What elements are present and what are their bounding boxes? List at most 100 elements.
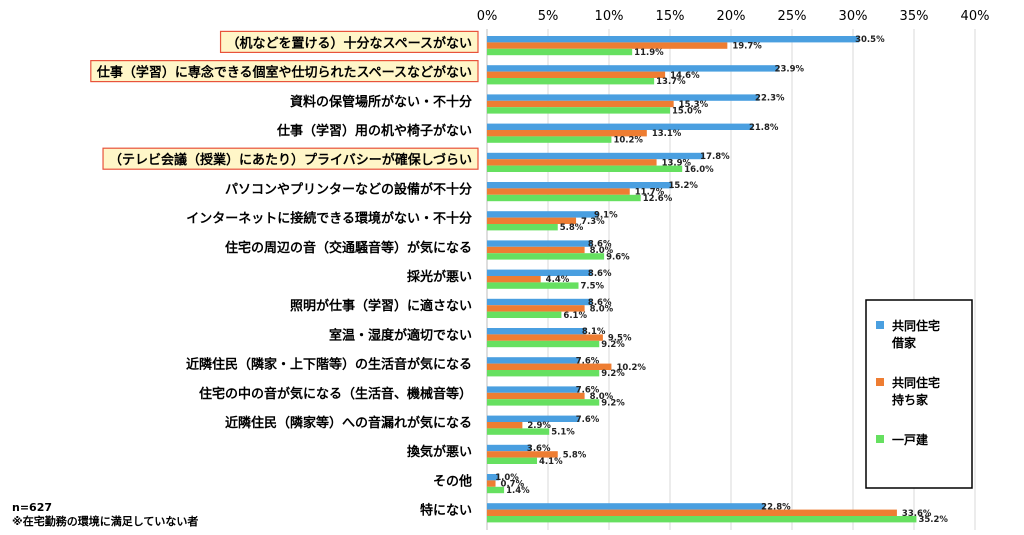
bar (487, 136, 612, 143)
bars (487, 36, 917, 523)
value-label: 10.2% (616, 363, 646, 373)
category-label: その他 (433, 473, 472, 489)
value-label: 2.9% (527, 421, 551, 431)
legend-label: 一戸建 (892, 432, 929, 447)
bar (487, 71, 666, 78)
x-tick-label: 15% (656, 9, 685, 24)
x-tick-label: 35% (900, 9, 929, 24)
value-label: 30.5% (855, 35, 885, 45)
x-tick-label: 40% (961, 9, 990, 24)
value-label: 8.6% (588, 269, 612, 279)
sample-size-note: n=627 (12, 501, 52, 514)
bar (487, 451, 558, 458)
value-label: 22.3% (755, 94, 785, 104)
value-label: 9.2% (601, 398, 625, 408)
highlight-box (102, 147, 479, 170)
bar (487, 474, 500, 481)
bar (487, 486, 505, 494)
value-label: 9.2% (601, 340, 625, 350)
bar (487, 182, 673, 189)
category-label: 換気が悪い (407, 444, 472, 460)
value-label: 1.4% (506, 486, 530, 496)
value-label: 9.5% (608, 334, 632, 344)
bar (487, 152, 705, 160)
legend-label: 共同住宅 (892, 318, 940, 333)
bar (487, 340, 600, 348)
x-tick-label: 0% (477, 9, 498, 24)
bar (487, 370, 600, 377)
category-label: 仕事（学習）用の机や椅子がない (276, 123, 472, 139)
category-label: （机などを置ける）十分なスペースがない (227, 35, 472, 51)
x-axis-ticks: 0% 5% 10% 15% 20% 25% 30% 35% 40% (477, 9, 990, 24)
bar (487, 253, 605, 260)
bar (487, 363, 612, 370)
bar (487, 282, 579, 289)
bar (487, 217, 577, 224)
x-tick-label: 20% (717, 9, 746, 24)
value-label: 8.6% (588, 240, 612, 250)
category-label: 近隣住民（隣家等）への音漏れが気になる (225, 415, 472, 431)
value-label: 11.9% (634, 48, 664, 58)
bar (487, 246, 585, 254)
category-label: 住宅の中の音が気になる（生活音、機械音等） (199, 386, 472, 402)
category-label: 照明が仕事（学習）に適さない (290, 298, 472, 314)
x-tick-label: 5% (538, 9, 559, 24)
legend-label: 持ち家 (892, 392, 929, 407)
bar (487, 276, 541, 283)
value-label: 9.2% (601, 369, 625, 379)
bar (487, 457, 538, 464)
value-label: 7.6% (576, 415, 600, 425)
legend-label: 共同住宅 (892, 375, 940, 390)
value-label: 5.8% (560, 223, 584, 233)
category-label: 特にない (420, 503, 472, 519)
value-label: 21.8% (749, 123, 779, 133)
value-label: 8.1% (582, 327, 606, 337)
value-label: 13.1% (652, 129, 682, 139)
category-label: 住宅の周辺の音（交通騒音等）が気になる (225, 240, 472, 256)
bar (487, 100, 674, 108)
value-label: 17.8% (700, 152, 730, 162)
value-label: 10.2% (613, 136, 643, 146)
legend-swatch (876, 378, 884, 386)
value-label: 4.4% (546, 275, 570, 285)
value-label: 35.2% (918, 515, 948, 525)
legend-label: 借家 (891, 335, 917, 350)
category-label: 仕事（学習）に専念できる個室や仕切られたスペースなどがない (96, 65, 472, 81)
bar (487, 357, 580, 364)
category-label: 採光が悪い (407, 269, 472, 285)
bar (487, 509, 897, 516)
value-label: 14.6% (670, 71, 700, 81)
bar (487, 334, 603, 341)
value-label: 8.0% (590, 392, 614, 402)
bar (487, 224, 558, 231)
category-label: インターネットに接続できる環境がない・不十分 (186, 211, 472, 227)
category-label: （テレビ会議（授業）にあたり）プライバシーが確保しづらい (109, 152, 472, 168)
bar (487, 444, 531, 452)
value-label: 7.6% (576, 386, 600, 396)
value-label: 3.6% (527, 444, 551, 454)
x-tick-label: 10% (595, 9, 624, 24)
bar (487, 480, 496, 487)
category-label: 室温・湿度が適切でない (329, 327, 472, 343)
value-label: 22.8% (761, 502, 791, 512)
value-label: 8.6% (588, 298, 612, 308)
bar (487, 194, 641, 202)
x-tick-label: 25% (778, 9, 807, 24)
value-label: 13.7% (656, 77, 686, 87)
bar (487, 428, 550, 435)
bar (487, 516, 917, 523)
bar (487, 78, 655, 85)
bar (487, 328, 586, 335)
value-label: 0.7% (501, 480, 525, 490)
value-label: 5.1% (551, 428, 575, 438)
bar (487, 123, 753, 130)
bar (487, 269, 592, 276)
legend-box (865, 299, 973, 489)
value-label: 1.0% (495, 473, 519, 483)
bar (487, 415, 580, 422)
bar (487, 311, 562, 318)
highlight-box (90, 59, 479, 83)
value-label: 9.6% (606, 252, 630, 262)
value-label: 8.0% (590, 246, 614, 256)
